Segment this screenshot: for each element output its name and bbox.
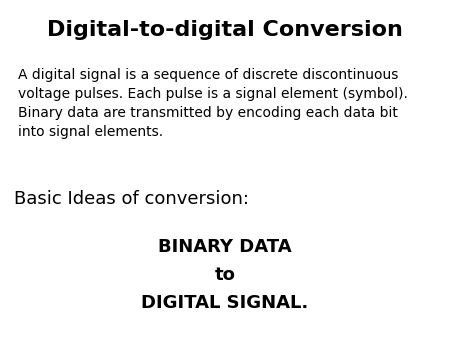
Text: A digital signal is a sequence of discrete discontinuous
voltage pulses. Each pu: A digital signal is a sequence of discre…	[18, 68, 408, 139]
Text: to: to	[215, 266, 235, 284]
Text: Basic Ideas of conversion:: Basic Ideas of conversion:	[14, 190, 249, 208]
Text: DIGITAL SIGNAL.: DIGITAL SIGNAL.	[141, 294, 309, 312]
Text: Digital-to-digital Conversion: Digital-to-digital Conversion	[47, 20, 403, 40]
Text: BINARY DATA: BINARY DATA	[158, 238, 292, 256]
